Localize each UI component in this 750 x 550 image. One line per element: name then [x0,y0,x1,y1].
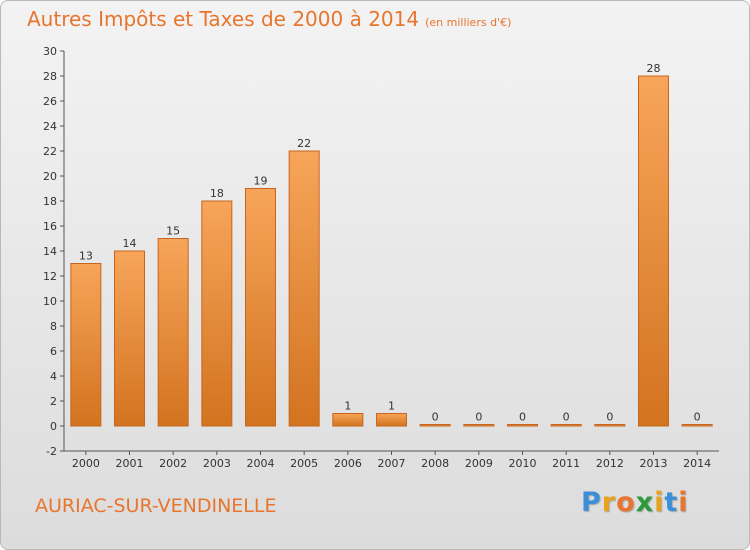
proxiti-logo: Proxiti [581,487,689,518]
y-tick-label: 2 [50,395,57,408]
x-tick-label: 2007 [378,457,406,470]
y-tick-label: 14 [43,245,57,258]
bar [419,424,451,427]
bar [332,413,364,427]
bar [288,150,320,427]
bar-value-label: 1 [388,400,395,413]
y-tick-label: 24 [43,120,57,133]
logo-letter: i [654,487,665,518]
bar-value-label: 22 [297,137,311,150]
bar-value-label: 0 [432,411,439,424]
bar [463,424,495,427]
bar [594,424,626,427]
y-tick-label: 8 [50,320,57,333]
x-tick-label: 2011 [552,457,580,470]
x-tick-label: 2000 [72,457,100,470]
bar [70,263,102,427]
chart-title-text: Autres Impôts et Taxes de 2000 à 2014 [27,7,420,31]
chart-subtitle: (en milliers d'€) [425,16,512,29]
logo-letter: x [635,487,655,518]
y-tick-label: 20 [43,170,57,183]
x-tick-label: 2003 [203,457,231,470]
x-tick-label: 2002 [159,457,187,470]
commune-name: AURIAC-SUR-VENDINELLE [35,495,277,517]
logo-letter: t [664,487,679,518]
x-tick-label: 2013 [640,457,668,470]
bar [245,188,276,427]
x-tick-label: 2012 [596,457,624,470]
x-tick-label: 2008 [421,457,449,470]
y-tick-label: 4 [50,370,57,383]
x-tick-label: 2001 [116,457,144,470]
bar-value-label: 19 [254,175,268,188]
bar-value-label: 0 [563,411,570,424]
x-tick-label: 2009 [465,457,493,470]
y-tick-label: 6 [50,345,57,358]
bar-value-label: 28 [647,62,661,75]
logo-letter: o [616,487,636,518]
bar-value-label: 0 [519,411,526,424]
logo-letter: P [581,487,602,518]
bar-value-label: 18 [210,187,224,200]
chart-title: Autres Impôts et Taxes de 2000 à 2014 (en… [27,7,511,31]
y-tick-label: -2 [46,445,57,458]
bar [638,75,669,427]
bar-value-label: 1 [344,400,351,413]
bar-value-label: 0 [694,411,701,424]
x-tick-label: 2006 [334,457,362,470]
logo-letter: i [678,487,689,518]
x-tick-label: 2014 [683,457,711,470]
bar-value-label: 0 [475,411,482,424]
y-tick-label: 10 [43,295,57,308]
bar [114,250,145,427]
bar-value-label: 13 [79,250,93,263]
bar [201,200,233,427]
y-tick-label: 22 [43,145,57,158]
y-tick-label: 28 [43,70,57,83]
bar-value-label: 14 [123,237,137,250]
y-tick-label: 0 [50,420,57,433]
bar [376,413,407,427]
bar [507,424,538,427]
bar [157,238,189,427]
bar-value-label: 15 [166,225,180,238]
x-axis: 2000 2001 2002 2003 2004 2005 2006 2007 2008 2009… [64,450,719,470]
y-tick-label: 26 [43,95,57,108]
y-tick-label: 16 [43,220,57,233]
bar-value-label: 0 [606,411,613,424]
logo-letter: r [601,487,617,518]
bar [550,424,582,427]
y-tick-label: 12 [43,270,57,283]
x-tick-label: 2005 [290,457,318,470]
bar [681,424,713,427]
x-tick-label: 2004 [247,457,275,470]
y-tick-label: 30 [43,45,57,58]
x-tick-label: 2010 [509,457,537,470]
y-tick-label: 18 [43,195,57,208]
